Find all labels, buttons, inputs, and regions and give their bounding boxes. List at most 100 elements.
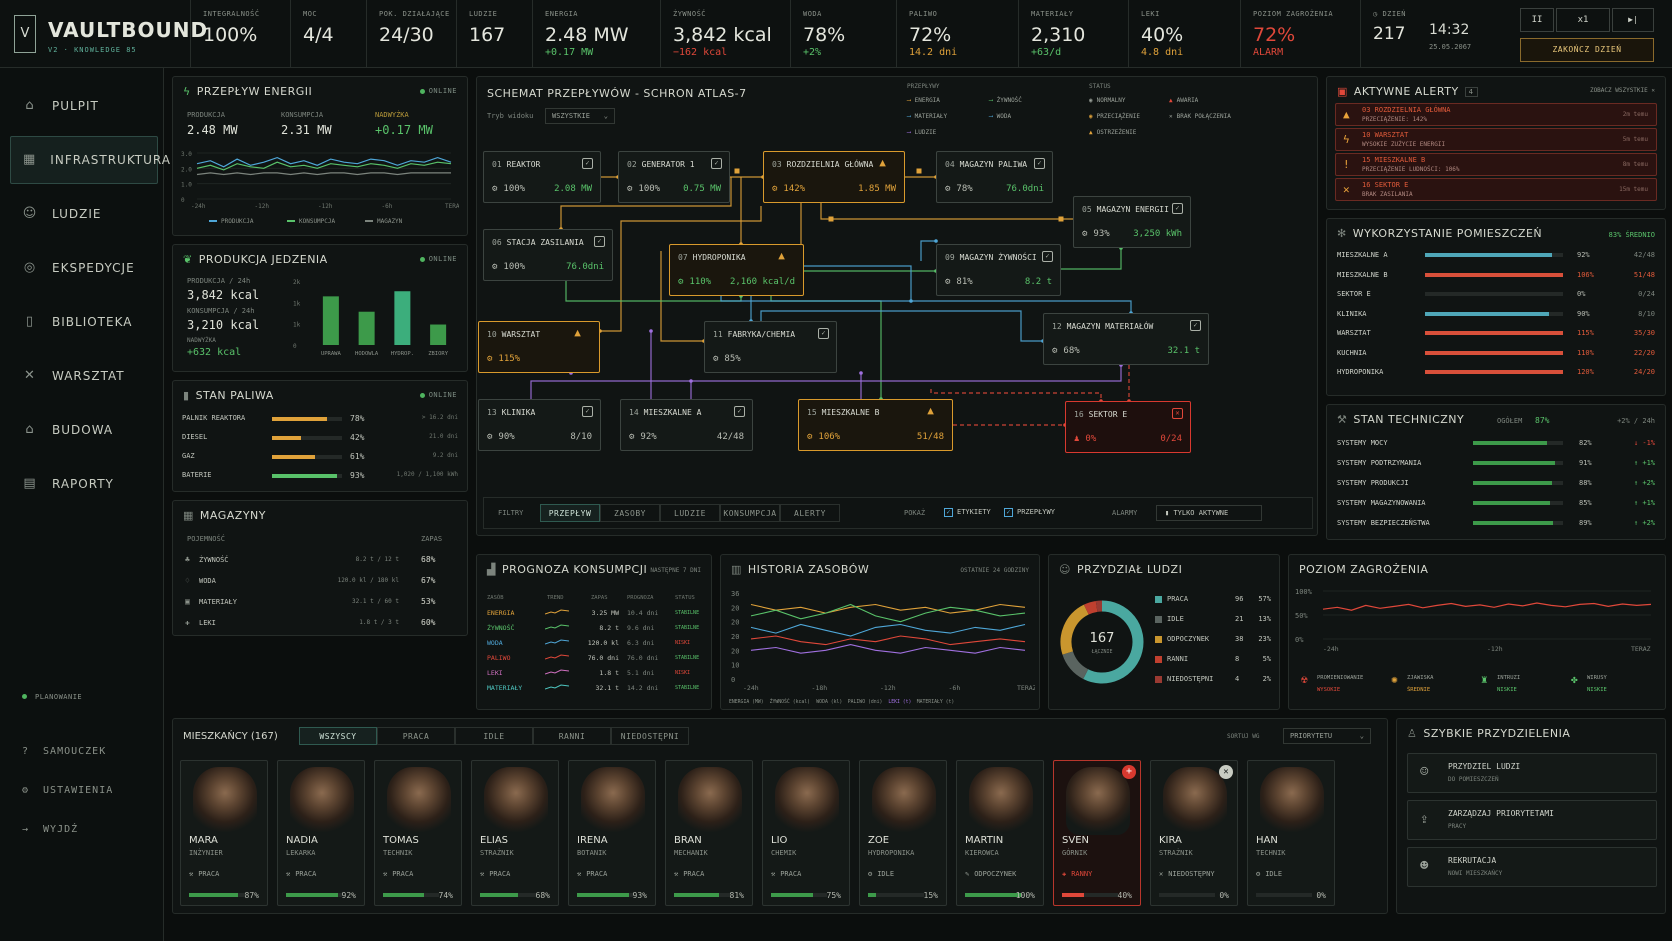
footer-1[interactable]: ⚙ USTAWIENIA <box>22 785 113 796</box>
speed-button[interactable]: x1 <box>1556 8 1610 32</box>
y-tick: 0 <box>181 197 185 204</box>
warehouse-icon: ▦ <box>183 509 194 522</box>
node-07[interactable]: 07 HYDROPONIKA ▲ ⚙ 110% 2,160 kcal/d <box>669 244 804 296</box>
alert-item[interactable]: ϟ 10 WARSZTAT WYSOKIE ZUŻYCIE ENERGII 5m te… <box>1335 128 1657 151</box>
tech-delta: ↑ +2% <box>1633 479 1655 487</box>
resident-card[interactable]: MARA INŻYNIER ⚒ PRACA 87% <box>180 760 268 906</box>
stat-sub: 4.8 dni <box>1141 47 1184 58</box>
next-step-button[interactable]: ▶| <box>1612 8 1654 32</box>
assign-pct: 5% <box>1262 655 1271 663</box>
see-all-alerts-link[interactable]: ZOBACZ WSZYSTKIE ✕ <box>1589 87 1655 94</box>
room-label: KLINIKA <box>1337 309 1367 318</box>
pause-button[interactable]: II <box>1520 8 1554 32</box>
resident-card[interactable]: MARTIN KIEROWCA ✎ ODPOCZYNEK 100% <box>956 760 1044 906</box>
nav-item-ludzie[interactable]: ☺ LUDZIE <box>10 190 158 238</box>
labels-checkbox[interactable]: ✓ ETYKIETY <box>944 508 991 517</box>
fuel-extra: 9.2 dni <box>432 452 458 459</box>
nav-item-biblioteka[interactable]: ▯ BIBLIOTEKA <box>10 298 158 346</box>
avatar <box>872 767 936 835</box>
alarms-filter-select[interactable]: ▮ TYLKO AKTYWNE <box>1156 505 1262 521</box>
resident-card[interactable]: ZOE HYDROPONIKA ⚙ IDLE 15% <box>859 760 947 906</box>
node-03[interactable]: 03 ROZDZIELNIA GŁÓWNA ▲ ⚙ 142% 1.85 MW <box>763 151 905 203</box>
node-15[interactable]: 15 MIESZKALNE B ▲ ⚙ 106% 51/48 <box>798 399 953 451</box>
alert-item[interactable]: ! 15 MIESZKALNE B PRZECIĄŻENIE LUDNOŚCI: 1… <box>1335 153 1657 176</box>
resident-tab-1[interactable]: PRACA <box>377 727 455 745</box>
close-icon[interactable]: ✕ <box>1219 765 1233 779</box>
filter-tab-1[interactable]: ZASOBY <box>600 504 660 522</box>
filter-tab-0[interactable]: PRZEPŁYW <box>540 504 600 522</box>
resident-card[interactable]: ELIAS STRAŻNIK ⚒ PRACA 68% <box>471 760 559 906</box>
node-13[interactable]: 13 KLINIKA ✓ ⚙ 90% 8/10 <box>478 399 601 451</box>
node-name: WARSZTAT <box>501 330 541 339</box>
footer-2[interactable]: → WYJDŹ <box>22 824 78 835</box>
alert-item[interactable]: ▲ 03 ROZDZIELNIA GŁÓWNA PRZECIĄŻENIE: 142%… <box>1335 103 1657 126</box>
sort-select[interactable]: PRIORYTETU ⌄ <box>1283 728 1371 744</box>
resident-pct: 0% <box>1219 891 1229 900</box>
node-14[interactable]: 14 MIESZKALNE A ✓ ⚙ 92% 42/48 <box>620 399 753 451</box>
resident-pct: 74% <box>438 891 453 900</box>
alert-item[interactable]: ✕ 16 SEKTOR E BRAK ZASILANIA 15m temu <box>1335 178 1657 201</box>
fuel-label: GAZ <box>182 452 195 460</box>
resident-card[interactable]: BRAN MECHANIK ⚒ PRACA 81% <box>665 760 753 906</box>
node-10[interactable]: 10 WARSZTAT ▲ ⚙ 115% <box>478 321 600 373</box>
node-status-icon: ⚙ <box>772 184 778 194</box>
tech-panel: ⚒ STAN TECHNICZNY OGÓŁEM 87% +2% / 24h SY… <box>1326 404 1666 540</box>
footer-0[interactable]: ? SAMOUCZEK <box>22 746 106 757</box>
add-icon[interactable]: + <box>1122 765 1136 779</box>
node-11[interactable]: 11 FABRYKA/CHEMIA ✓ ⚙ 85% <box>704 321 837 373</box>
resident-card[interactable]: IRENA BOTANIK ⚒ PRACA 93% <box>568 760 656 906</box>
node-name: MAGAZYN PALIWA <box>959 160 1028 169</box>
node-name: FABRYKA/CHEMIA <box>727 330 796 339</box>
quick-action-2[interactable]: ☻ REKRUTACJA NOWI MIESZKAŃCY <box>1407 847 1657 887</box>
node-05[interactable]: 05 MAGAZYN ENERGII ✓ ⚙ 93% 3,250 kWh <box>1073 196 1191 248</box>
flow-line-6 <box>600 206 762 332</box>
nav-item-ekspedycje[interactable]: ◎ EKSPEDYCJE <box>10 244 158 292</box>
resident-tab-3[interactable]: RANNI <box>533 727 611 745</box>
fuel-bar <box>272 417 342 421</box>
history-legend: LEKI (t) <box>888 699 911 705</box>
nav-item-budowa[interactable]: ⌂ BUDOWA <box>10 406 158 454</box>
node-02[interactable]: 02 GENERATOR 1 ✓ ⚙ 100% 0.75 MW <box>618 151 730 203</box>
nav-item-warsztat[interactable]: ✕ WARSZTAT <box>10 352 158 400</box>
end-day-button[interactable]: ZAKOŃCZ DZIEŃ <box>1520 38 1654 62</box>
node-01[interactable]: 01 REAKTOR ✓ ⚙ 100% 2.08 MW <box>483 151 601 203</box>
flows-checkbox[interactable]: ✓ PRZEPŁYWY <box>1004 508 1055 517</box>
close-icon: ✕ <box>1651 87 1655 94</box>
forecast-projection: 10.4 dni <box>627 609 659 617</box>
resident-tab-0[interactable]: WSZYSCY <box>299 727 377 745</box>
resident-card[interactable]: KIRA STRAŻNIK ✕ NIEDOSTĘPNY 0% ✕ <box>1150 760 1238 906</box>
stat-5: ŻYWNOŚĆ 3,842 kcal −162 kcal <box>660 0 790 68</box>
resident-tab-2[interactable]: IDLE <box>455 727 533 745</box>
x-tick: -12h <box>880 684 896 692</box>
node-06[interactable]: 06 STACJA ZASILANIA ✓ ⚙ 100% 76.0dni <box>483 229 613 281</box>
resident-card[interactable]: TOMAS TECHNIK ⚒ PRACA 74% <box>374 760 462 906</box>
filter-tab-3[interactable]: KONSUMPCJA <box>720 504 780 522</box>
node-04[interactable]: 04 MAGAZYN PALIWA ✓ ⚙ 78% 76.0dni <box>936 151 1053 203</box>
resident-name: ELIAS <box>480 835 509 846</box>
avatar <box>969 767 1033 835</box>
status-text: PRACA <box>489 870 511 878</box>
resident-card[interactable]: HAN TECHNIK ⚙ IDLE 0% <box>1247 760 1335 906</box>
resident-card[interactable]: SVEN GÓRNIK ✚ RANNY 40% + <box>1053 760 1141 906</box>
nav-item-pulpit[interactable]: ⌂ PULPIT <box>10 82 158 130</box>
quick-action-0[interactable]: ☺ PRZYDZIEL LUDZI DO POMIESZCZEŃ <box>1407 753 1657 793</box>
alert-title: 10 WARSZTAT <box>1362 131 1409 139</box>
nav-item-raporty[interactable]: ▤ RAPORTY <box>10 460 158 508</box>
resident-name: LIO <box>771 835 788 846</box>
node-16[interactable]: 16 SEKTOR E ✕ ♟ 0% 0/24 <box>1065 401 1191 453</box>
resident-tab-4[interactable]: NIEDOSTĘPNI <box>611 727 689 745</box>
resident-card[interactable]: NADIA LEKARKA ⚒ PRACA 92% <box>277 760 365 906</box>
node-09[interactable]: 09 MAGAZYN ŻYWNOŚCI ✓ ⚙ 81% 8.2 t <box>936 244 1061 296</box>
quick-label: PRZYDZIEL LUDZI <box>1448 762 1521 771</box>
filter-tab-4[interactable]: ALERTY <box>780 504 840 522</box>
node-title: 03 ROZDZIELNIA GŁÓWNA <box>772 160 873 169</box>
shield-icon: ✓ <box>582 406 593 417</box>
stat-6: WODA 78% +2% <box>790 0 896 68</box>
quick-action-1[interactable]: ⇪ ZARZĄDZAJ PRIORYTETAMI PRACY <box>1407 800 1657 840</box>
nav-item-infrastruktura[interactable]: ▦ INFRASTRUKTURA <box>10 136 170 184</box>
view-mode-select[interactable]: WSZYSTKIE ⌄ <box>545 108 615 124</box>
node-12[interactable]: 12 MAGAZYN MATERIAŁÓW ✓ ⚙ 68% 32.1 t <box>1043 313 1209 365</box>
filter-tab-2[interactable]: LUDZIE <box>660 504 720 522</box>
assign-label: PRACA <box>1167 595 1189 603</box>
resident-card[interactable]: LIO CHEMIK ⚒ PRACA 75% <box>762 760 850 906</box>
